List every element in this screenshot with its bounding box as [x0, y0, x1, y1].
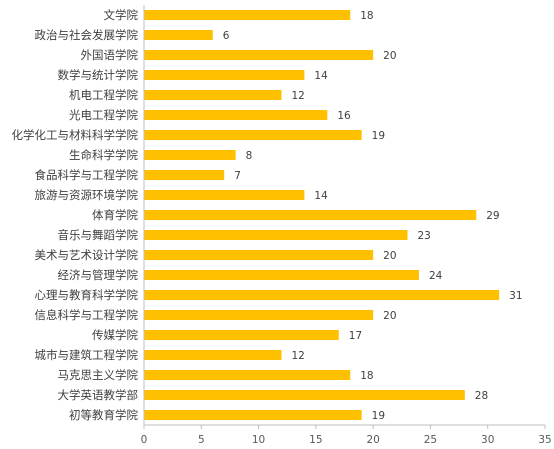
data-label-7: 8 [246, 150, 253, 162]
data-label-15: 20 [383, 310, 396, 322]
bar-15 [144, 310, 374, 320]
data-label-19: 28 [475, 390, 488, 402]
data-label-0: 18 [360, 10, 373, 22]
bar-5 [144, 110, 328, 120]
bar-12 [144, 250, 374, 260]
data-label-16: 17 [349, 330, 362, 342]
category-label-8: 食品科学与工程学院 [35, 168, 139, 182]
data-label-18: 18 [360, 370, 373, 382]
category-label-6: 化学化工与材料科学学院 [12, 128, 139, 142]
bar-3 [144, 70, 305, 80]
category-label-13: 经济与管理学院 [58, 268, 139, 282]
data-label-1: 6 [223, 30, 230, 42]
x-tick-label-2: 10 [252, 434, 265, 446]
bar-14 [144, 290, 500, 300]
data-label-14: 31 [509, 290, 522, 302]
bar-16 [144, 330, 339, 340]
bar-6 [144, 130, 362, 140]
category-label-0: 文学院 [104, 8, 139, 22]
x-tick-label-5: 25 [424, 434, 437, 446]
x-tick-label-1: 5 [198, 434, 205, 446]
x-tick-label-4: 20 [366, 434, 379, 446]
category-labels: 文学院政治与社会发展学院外国语学院数学与统计学院机电工程学院光电工程学院化学化工… [12, 8, 139, 422]
axes: 0 5 10 15 20 25 30 35 [141, 5, 552, 446]
category-label-2: 外国语学院 [81, 48, 139, 62]
bar-1 [144, 30, 213, 40]
x-tick-label-3: 15 [309, 434, 322, 446]
x-tick-label-0: 0 [141, 434, 148, 446]
bar-7 [144, 150, 236, 160]
data-label-10: 29 [486, 210, 499, 222]
category-label-7: 生命科学学院 [69, 148, 138, 162]
x-tick-label-7: 35 [538, 434, 551, 446]
category-label-16: 传媒学院 [92, 328, 138, 342]
data-label-9: 14 [314, 190, 328, 202]
bar-20 [144, 410, 362, 420]
category-label-19: 大学英语教学部 [58, 388, 139, 402]
category-label-18: 马克思主义学院 [58, 368, 139, 382]
category-label-14: 心理与教育科学学院 [35, 288, 139, 302]
data-label-6: 19 [372, 130, 385, 142]
bar-8 [144, 170, 225, 180]
data-label-3: 14 [314, 70, 328, 82]
x-tick-label-6: 30 [481, 434, 494, 446]
data-labels: 18 6 20 14 12 16 19 87 14 29 23 20 24 31 20 17 12 18 28 19 [223, 10, 523, 422]
bar-17 [144, 350, 282, 360]
bar-13 [144, 270, 419, 280]
category-label-5: 光电工程学院 [69, 108, 138, 122]
data-label-17: 12 [291, 350, 304, 362]
category-label-3: 数学与统计学院 [58, 68, 139, 82]
bar-2 [144, 50, 374, 60]
data-label-13: 24 [429, 270, 443, 282]
data-label-20: 19 [372, 410, 385, 422]
category-label-10: 体育学院 [92, 208, 138, 222]
category-label-15: 信息科学与工程学院 [35, 308, 139, 322]
bar-0 [144, 10, 351, 20]
bar-18 [144, 370, 351, 380]
data-label-4: 12 [291, 90, 304, 102]
category-label-20: 初等教育学院 [69, 408, 138, 422]
data-label-12: 20 [383, 250, 396, 262]
category-label-1: 政治与社会发展学院 [35, 28, 139, 42]
category-label-4: 机电工程学院 [69, 88, 138, 102]
data-label-8: 7 [234, 170, 241, 182]
data-label-11: 23 [418, 230, 431, 242]
bars-layer [144, 10, 500, 420]
data-label-5: 16 [337, 110, 351, 122]
category-label-12: 美术与艺术设计学院 [35, 248, 139, 262]
data-label-2: 20 [383, 50, 396, 62]
bar-4 [144, 90, 282, 100]
category-label-9: 旅游与资源环境学院 [35, 188, 139, 202]
category-label-17: 城市与建筑工程学院 [35, 348, 139, 362]
bar-19 [144, 390, 465, 400]
category-label-11: 音乐与舞蹈学院 [58, 228, 139, 242]
bar-10 [144, 210, 477, 220]
bar-11 [144, 230, 408, 240]
bar-9 [144, 190, 305, 200]
